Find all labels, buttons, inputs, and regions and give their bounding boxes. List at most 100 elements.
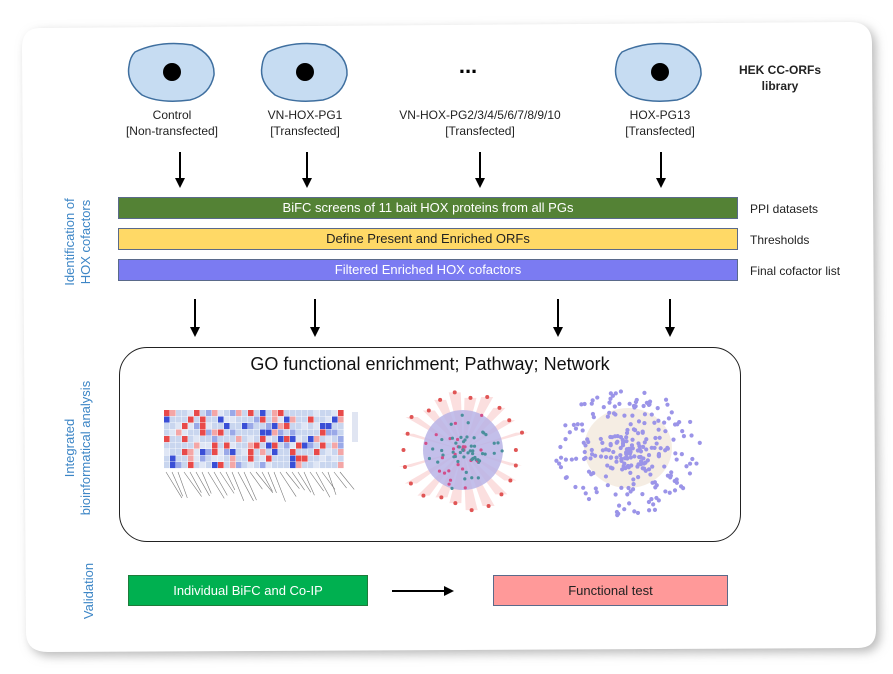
- cell-label-line1: HOX-PG13: [629, 108, 691, 122]
- network-node: [669, 470, 674, 475]
- heatmap-cell: [230, 455, 236, 462]
- network-node: [479, 448, 483, 452]
- network-node: [472, 444, 477, 448]
- network-node: [628, 422, 633, 427]
- heatmap-cell: [290, 410, 296, 417]
- network-node: [652, 480, 658, 485]
- network-node: [649, 497, 654, 502]
- network-node: [608, 391, 613, 396]
- network-node: [554, 458, 559, 463]
- network-node: [456, 463, 460, 467]
- network-node: [438, 397, 443, 402]
- heatmap-cell: [212, 429, 218, 436]
- integrated-side-label: Integrated bioinformatical analysis: [62, 380, 93, 516]
- network-node: [464, 470, 468, 474]
- network-node: [453, 454, 457, 459]
- heatmap-cell: [278, 423, 284, 430]
- network-node: [638, 462, 643, 467]
- heatmap-cell: [266, 462, 272, 469]
- heatmap-tick-label: [231, 471, 245, 502]
- network-node: [485, 394, 490, 399]
- define-orfs-bar: Define Present and Enriched ORFs: [118, 228, 738, 250]
- heatmap-cell: [302, 436, 308, 443]
- heatmap-tick-label: [243, 471, 257, 501]
- heatmap-cell: [296, 410, 302, 417]
- heatmap-cell: [176, 436, 182, 443]
- heatmap-cell: [254, 429, 260, 436]
- network-node: [646, 467, 652, 472]
- heatmap-cell: [194, 410, 200, 417]
- network-node: [452, 390, 457, 395]
- heatmap-cell: [164, 410, 170, 417]
- network-node: [625, 492, 630, 497]
- heatmap-cell: [206, 449, 212, 456]
- network-node: [687, 471, 693, 476]
- network-node: [641, 403, 646, 409]
- heatmap-cell: [332, 423, 338, 430]
- heatmap-cell: [272, 455, 278, 462]
- network-node: [627, 401, 632, 406]
- network-node: [680, 429, 685, 434]
- heatmap-cell: [182, 462, 188, 469]
- heatmap-cell: [284, 436, 290, 443]
- network-node: [589, 447, 594, 453]
- heatmap-cell: [284, 423, 290, 430]
- network-node: [605, 483, 610, 488]
- heatmap-cell: [194, 462, 200, 469]
- heatmap-thumbnail: [164, 410, 358, 502]
- heatmap-cell: [338, 455, 344, 462]
- network-node: [448, 478, 453, 482]
- network-node: [622, 413, 627, 418]
- heatmap-cell: [248, 442, 254, 449]
- network-node: [469, 508, 474, 513]
- network-node: [619, 456, 624, 461]
- heatmap-cell: [224, 423, 230, 430]
- heatmap-cell: [260, 410, 266, 417]
- heatmap-cell: [314, 442, 320, 449]
- network-node: [477, 459, 482, 463]
- network-node: [624, 439, 629, 444]
- bifc-coip-box: Individual BiFC and Co-IP: [128, 575, 368, 606]
- network-node: [579, 402, 584, 407]
- network-node: [642, 420, 647, 426]
- heatmap-cell: [272, 429, 278, 436]
- network-node: [653, 485, 658, 490]
- heatmap-cell: [260, 442, 266, 449]
- heatmap-tick-label: [225, 471, 236, 491]
- network-node: [567, 430, 572, 435]
- heatmap-cell: [326, 416, 332, 423]
- network-node: [513, 448, 518, 452]
- network-node: [613, 391, 618, 396]
- heatmap-cell: [164, 423, 170, 430]
- network-node: [651, 502, 656, 507]
- heatmap-cell: [284, 455, 290, 462]
- network-node: [624, 430, 630, 436]
- network-node: [632, 509, 637, 514]
- heatmap-cell: [338, 410, 344, 417]
- network-node: [641, 461, 647, 466]
- network-node: [640, 430, 645, 435]
- heatmap-cell: [230, 410, 236, 417]
- heatmap-cell: [218, 410, 224, 417]
- heatmap-cell: [200, 442, 206, 449]
- network-node: [405, 431, 410, 436]
- network-node: [611, 449, 616, 455]
- network-node: [644, 437, 649, 442]
- network-node: [590, 398, 595, 403]
- heatmap-cell: [314, 455, 320, 462]
- network-node: [468, 449, 472, 453]
- heatmap-cell: [266, 429, 272, 436]
- network-node: [589, 401, 594, 406]
- network-node: [439, 495, 444, 500]
- network-node: [607, 410, 612, 415]
- network-node: [594, 490, 599, 495]
- heatmap-cell: [272, 436, 278, 443]
- network-node: [442, 471, 447, 475]
- heatmap-cell: [254, 442, 260, 449]
- network-node: [626, 485, 631, 491]
- network-node: [613, 492, 618, 497]
- heatmap-cell: [296, 416, 302, 423]
- heatmap-cell: [314, 429, 320, 436]
- heatmap-cell: [278, 462, 284, 469]
- network-node: [631, 477, 636, 482]
